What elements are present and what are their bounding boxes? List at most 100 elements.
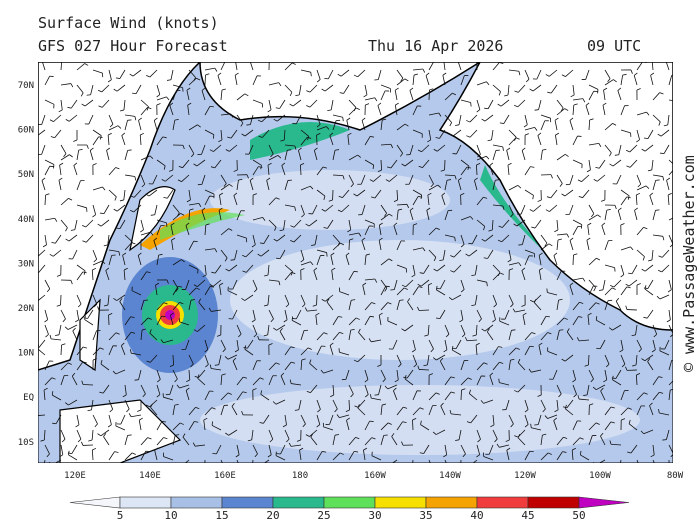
wind-barb: [221, 373, 226, 376]
wind-barb: [492, 180, 496, 191]
wind-barb: [97, 433, 102, 437]
wind-barb: [116, 294, 126, 301]
wind-barb: [309, 359, 312, 364]
wind-barb: [610, 443, 622, 446]
wind-barb: [99, 212, 105, 215]
wind-barb: [452, 129, 462, 137]
wind-barb: [162, 136, 167, 139]
wind-barb: [193, 284, 198, 287]
wind-barb: [417, 283, 422, 287]
wind-barb: [537, 394, 542, 397]
wind-barb: [140, 384, 146, 395]
wind-barb: [444, 339, 448, 350]
wind-barb: [620, 390, 625, 401]
wind-barb: [364, 384, 369, 395]
wind-barb: [342, 175, 345, 180]
wind-barb: [76, 84, 84, 94]
wind-barb: [371, 339, 382, 343]
wind-barb: [477, 154, 481, 158]
wind-barb: [316, 332, 325, 341]
wind-barb: [659, 92, 664, 95]
wind-barb: [556, 330, 560, 341]
wind-barb: [251, 429, 254, 440]
wind-barb: [510, 213, 514, 218]
wind-barb: [626, 286, 631, 289]
wind-barb: [517, 358, 521, 363]
wind-barb: [476, 164, 478, 176]
wind-barb: [315, 312, 320, 316]
wind-barb: [600, 199, 605, 202]
wind-barb: [187, 105, 190, 116]
colorbar-label: 20: [266, 509, 279, 522]
wind-barb: [210, 286, 215, 288]
wind-barb: [439, 129, 446, 139]
wind-barb: [476, 144, 481, 155]
wind-barb: [373, 174, 382, 182]
wind-barb: [149, 329, 152, 334]
wind-barb: [113, 88, 118, 92]
wind-barb: [328, 199, 333, 202]
wind-barb: [393, 279, 398, 290]
wind-barb: [540, 452, 549, 461]
wind-barb: [202, 274, 207, 278]
wind-barb: [320, 369, 324, 374]
wind-barb: [224, 356, 229, 360]
wind-barb: [170, 225, 174, 236]
wind-barb: [330, 99, 334, 110]
wind-barb: [217, 75, 222, 86]
wind-barb: [481, 328, 486, 332]
wind-barb: [475, 345, 478, 356]
wind-barb: [268, 309, 274, 320]
wind-barb: [64, 402, 69, 406]
wind-barb: [329, 345, 334, 356]
wind-barb: [150, 403, 153, 408]
wind-barb: [612, 123, 617, 126]
wind-barb: [257, 253, 262, 257]
wind-barb: [538, 345, 542, 356]
wind-barb: [477, 58, 481, 60]
wind-barb: [290, 271, 293, 276]
wind-barb: [460, 289, 465, 293]
wind-barb: [87, 309, 94, 319]
wind-barb: [160, 339, 164, 343]
wind-barb: [120, 345, 126, 356]
wind-barb: [390, 159, 398, 169]
wind-barb: [499, 320, 510, 326]
wind-barb: [598, 459, 606, 463]
wind-barb: [293, 234, 302, 243]
wind-barb: [233, 192, 238, 196]
wind-barb: [404, 78, 409, 82]
wind-barb: [169, 384, 174, 395]
wind-barb: [70, 99, 78, 109]
wind-barb: [149, 399, 158, 408]
wind-barb: [604, 144, 612, 153]
wind-barb: [268, 82, 279, 86]
wind-barb: [138, 420, 142, 431]
wind-barb: [417, 365, 420, 370]
wind-barb: [185, 387, 190, 391]
wind-barb: [559, 183, 563, 187]
wind-barb: [46, 453, 50, 458]
wind-barb: [364, 369, 369, 380]
wind-barb: [545, 315, 550, 318]
wind-barb: [329, 135, 334, 146]
wind-barb: [592, 386, 597, 391]
wind-barb: [412, 196, 419, 206]
wind-barb: [380, 422, 389, 431]
wind-barb: [374, 97, 378, 102]
wind-barb: [40, 439, 45, 442]
wind-barb: [396, 406, 404, 416]
wind-barb: [163, 165, 166, 170]
wind-barb: [146, 271, 151, 273]
wind-barb: [227, 354, 238, 360]
wind-barb: [476, 429, 481, 440]
wind-barb: [68, 450, 70, 455]
wind-barb: [476, 155, 487, 161]
wind-barb: [316, 166, 324, 176]
wind-barb: [548, 243, 553, 247]
wind-barb: [178, 464, 181, 466]
wind-barb: [483, 226, 486, 231]
wind-barb: [667, 195, 670, 206]
wind-barb: [636, 111, 647, 116]
wind-barb: [83, 317, 88, 319]
